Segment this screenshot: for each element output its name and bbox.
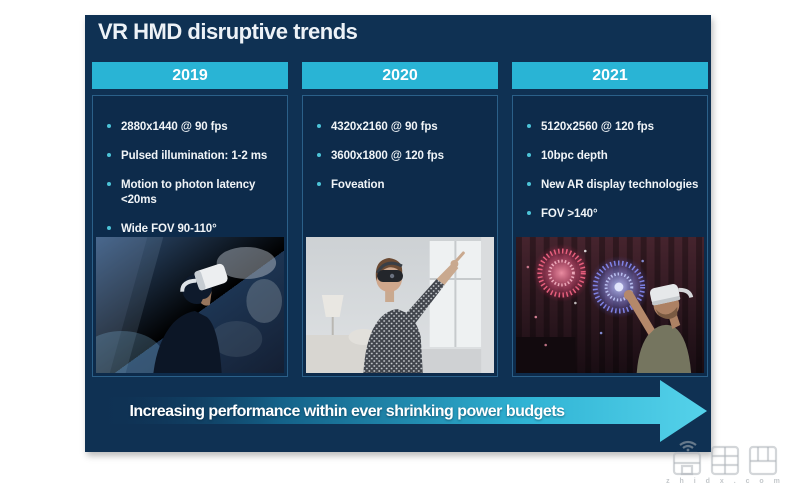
column-body-2021: 5120x2560 @ 120 fps 10bpc depth New AR d…	[512, 95, 708, 377]
bullet-text: Foveation	[331, 178, 385, 191]
bullet-dot-icon	[527, 152, 531, 157]
bullet-item: 3600x1800 @ 120 fps	[315, 149, 489, 164]
bullet-text: New AR display technologies	[541, 178, 699, 191]
bullet-item: Foveation	[315, 178, 489, 193]
arrow-banner	[95, 380, 707, 442]
bullet-item: 2880x1440 @ 90 fps	[105, 120, 279, 135]
photo-ar-headset-2020	[306, 237, 494, 373]
watermark-logo	[672, 440, 778, 476]
bullet-dot-icon	[317, 152, 321, 157]
column-2020: 2020 4320x2160 @ 90 fps 3600x1800 @ 120 …	[302, 62, 498, 377]
bullet-item: 5120x2560 @ 120 fps	[525, 120, 699, 135]
bullet-text: FOV >140°	[541, 207, 598, 220]
watermark-domain: z h i d x . c o m	[666, 478, 784, 485]
bullet-list-2021: 5120x2560 @ 120 fps 10bpc depth New AR d…	[513, 96, 707, 222]
column-2019: 2019 2880x1440 @ 90 fps Pulsed illuminat…	[92, 62, 288, 377]
bullet-text: 10bpc depth	[541, 149, 608, 162]
year-header-2019: 2019	[92, 62, 288, 89]
bullet-list-2019: 2880x1440 @ 90 fps Pulsed illumination: …	[93, 96, 287, 237]
bullet-dot-icon	[527, 124, 531, 128]
slide-title: VR HMD disruptive trends	[98, 19, 358, 44]
bullet-dot-icon	[107, 225, 111, 230]
bullet-item: FOV >140°	[525, 207, 699, 222]
bullet-dot-icon	[527, 181, 531, 186]
bullet-text: 5120x2560 @ 120 fps	[541, 121, 654, 133]
bullet-text: 3600x1800 @ 120 fps	[331, 149, 444, 162]
photo-vr-orbs-2021	[516, 237, 704, 373]
year-header-2020: 2020	[302, 62, 498, 89]
photo-vr-headset-2019	[96, 237, 284, 373]
bullet-item: Wide FOV 90-110°	[105, 222, 279, 237]
bullet-text: 2880x1440 @ 90 fps	[121, 121, 228, 133]
year-header-2021: 2021	[512, 62, 708, 89]
bullet-item: 10bpc depth	[525, 149, 699, 164]
bullet-dot-icon	[107, 181, 111, 186]
bullet-text: 4320x2160 @ 90 fps	[331, 121, 438, 133]
bullet-dot-icon	[107, 152, 111, 157]
bullet-text: Pulsed illumination: 1-2 ms	[121, 149, 268, 162]
bullet-text: Motion to photon latency <20ms	[121, 178, 256, 206]
bullet-item: Pulsed illumination: 1-2 ms	[105, 149, 279, 164]
watermark: z h i d x . c o m	[650, 437, 800, 485]
bullet-list-2020: 4320x2160 @ 90 fps 3600x1800 @ 120 fps F…	[303, 96, 497, 193]
bullet-item: Motion to photon latency <20ms	[105, 178, 279, 208]
bullet-dot-icon	[317, 124, 321, 128]
bullet-dot-icon	[527, 210, 531, 215]
column-body-2020: 4320x2160 @ 90 fps 3600x1800 @ 120 fps F…	[302, 95, 498, 377]
bullet-text: Wide FOV 90-110°	[121, 222, 217, 235]
bullet-dot-icon	[317, 181, 321, 186]
bullet-item: 4320x2160 @ 90 fps	[315, 120, 489, 135]
bullet-item: New AR display technologies	[525, 178, 699, 193]
column-body-2019: 2880x1440 @ 90 fps Pulsed illumination: …	[92, 95, 288, 377]
presentation-slide: VR HMD disruptive trends 2019 2880x1440 …	[85, 15, 711, 452]
bullet-dot-icon	[107, 124, 111, 128]
arrow-banner-text: Increasing performance within ever shrin…	[129, 403, 565, 420]
column-2021: 2021 5120x2560 @ 120 fps 10bpc depth New…	[512, 62, 708, 377]
